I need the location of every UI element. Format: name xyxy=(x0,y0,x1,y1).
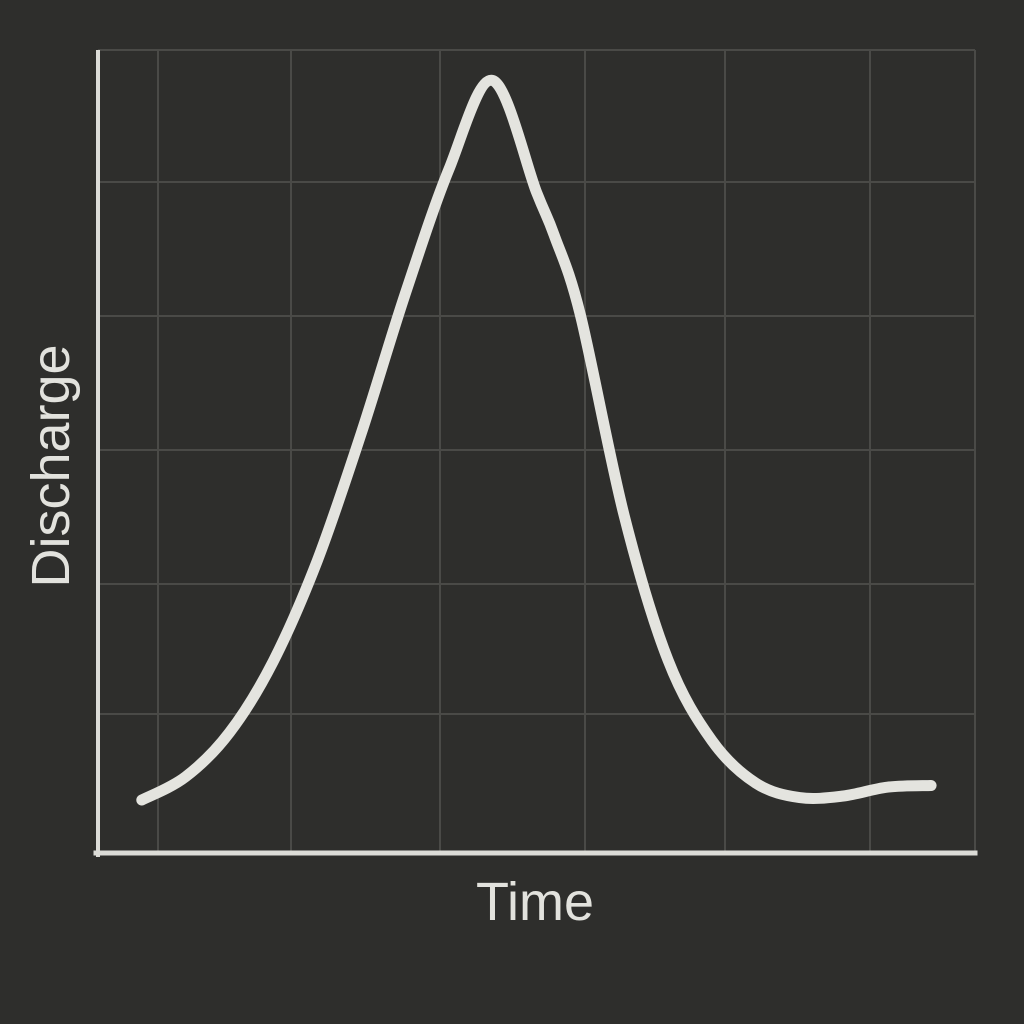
x-axis-title: Time xyxy=(476,872,594,932)
y-axis-title: Discharge xyxy=(21,344,81,587)
series xyxy=(136,75,937,806)
discharge-series-line xyxy=(136,75,937,806)
axes xyxy=(93,50,978,857)
